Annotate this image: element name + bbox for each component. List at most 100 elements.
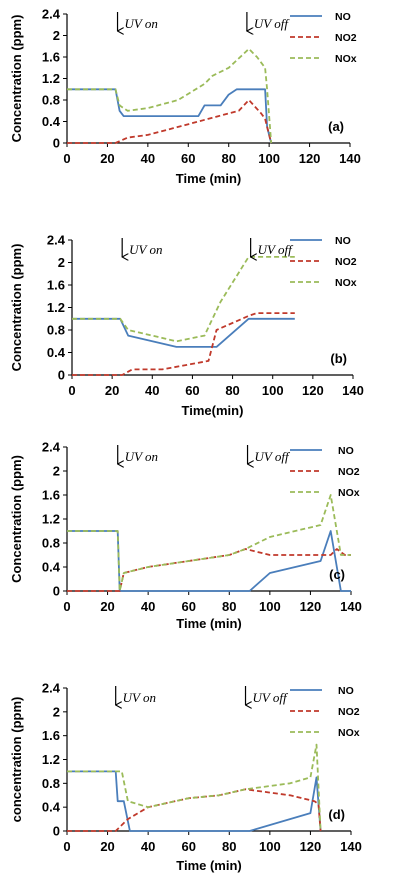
x-tick-label: 20 xyxy=(105,383,119,398)
annotation-label: UV off xyxy=(254,16,290,31)
annotation-label: UV on xyxy=(125,449,158,464)
y-tick-label: 0 xyxy=(53,584,60,599)
x-tick-label: 80 xyxy=(222,599,236,614)
x-tick-label: 20 xyxy=(100,839,114,854)
annotation-label: UV off xyxy=(258,242,294,257)
x-tick-label: 120 xyxy=(300,599,322,614)
y-tick-label: 0.8 xyxy=(42,536,60,551)
x-axis-label: Time (min) xyxy=(176,171,242,186)
panel-label: (d) xyxy=(328,807,345,822)
legend-label-no: NO xyxy=(338,445,354,457)
y-tick-label: 2 xyxy=(53,464,60,479)
panel-label: (a) xyxy=(328,119,344,134)
y-axis-label: Concentration (ppm) xyxy=(9,15,24,143)
x-tick-label: 0 xyxy=(68,383,75,398)
x-tick-label: 60 xyxy=(181,151,195,166)
x-tick-label: 80 xyxy=(222,839,236,854)
legend-label-no2: NO2 xyxy=(338,706,360,718)
legend-label-nox: NOx xyxy=(335,277,357,289)
y-tick-label: 0.8 xyxy=(42,93,60,108)
x-tick-label: 20 xyxy=(100,151,114,166)
y-tick-label: 0 xyxy=(53,824,60,839)
legend-label-no: NO xyxy=(335,235,351,247)
legend-label-no2: NO2 xyxy=(338,466,360,478)
y-tick-label: 1.2 xyxy=(42,752,60,767)
x-tick-label: 20 xyxy=(100,599,114,614)
y-tick-label: 2.4 xyxy=(42,440,61,455)
y-tick-label: 1.6 xyxy=(42,728,60,743)
chart-panel-1: 0 0.4 0.8 1.2 1.6 2 2.4 0 20 40 60 80 100 120 140 Time … xyxy=(9,7,361,187)
x-tick-label: 80 xyxy=(221,151,235,166)
chart-panel-4: 0 0.4 0.8 1.2 1.6 2 2.4 0 20 40 60 80 100 120 140 Time … xyxy=(9,681,362,874)
y-tick-label: 2.4 xyxy=(42,7,61,22)
x-tick-label: 140 xyxy=(340,599,362,614)
series-line-no2 xyxy=(67,548,351,592)
x-tick-label: 40 xyxy=(141,839,155,854)
x-tick-label: 60 xyxy=(181,839,195,854)
y-tick-label: 1.6 xyxy=(47,278,65,293)
x-tick-label: 100 xyxy=(262,383,284,398)
y-tick-label: 2 xyxy=(58,255,65,270)
y-tick-label: 2.4 xyxy=(42,681,61,696)
y-tick-label: 0.4 xyxy=(47,345,66,360)
legend-label-nox: NOx xyxy=(338,727,360,739)
x-tick-label: 100 xyxy=(259,839,281,854)
x-tick-label: 140 xyxy=(340,839,362,854)
y-tick-label: 1.2 xyxy=(42,512,60,527)
x-axis-label: Time (min) xyxy=(176,858,242,873)
x-tick-label: 0 xyxy=(63,839,70,854)
x-tick-label: 140 xyxy=(342,383,364,398)
series-line-no xyxy=(67,770,322,832)
y-tick-label: 1.6 xyxy=(42,488,60,503)
x-tick-label: 80 xyxy=(225,383,239,398)
legend-label-no2: NO2 xyxy=(335,256,357,268)
panel-label: (b) xyxy=(330,351,347,366)
legend-label-no2: NO2 xyxy=(335,32,357,44)
y-axis-label: Concentration (ppm) xyxy=(9,244,24,372)
x-tick-label: 40 xyxy=(145,383,159,398)
annotation-label: UV off xyxy=(255,449,291,464)
y-tick-label: 2.4 xyxy=(47,233,66,248)
chart-panel-3: 0 0.4 0.8 1.2 1.6 2 2.4 0 20 40 60 80 100 120 140 Time … xyxy=(9,440,362,632)
series-line-no2 xyxy=(72,312,295,376)
x-tick-label: 120 xyxy=(302,383,324,398)
series-line-no xyxy=(67,530,351,592)
series-line-no xyxy=(67,88,273,144)
x-tick-label: 140 xyxy=(339,151,361,166)
legend-label-nox: NOx xyxy=(338,487,360,499)
chart-panel-2: 0 0.4 0.8 1.2 1.6 2 2.4 0 20 40 60 80 100 120 140 Time(… xyxy=(9,233,364,419)
series-line-nox xyxy=(67,743,322,832)
x-tick-label: 60 xyxy=(185,383,199,398)
y-tick-label: 2 xyxy=(53,704,60,719)
annotation-label: UV on xyxy=(125,16,158,31)
x-tick-label: 120 xyxy=(299,151,321,166)
y-tick-label: 2 xyxy=(53,28,60,43)
y-tick-label: 1.2 xyxy=(42,71,60,86)
legend-label-no: NO xyxy=(335,11,351,23)
y-tick-label: 0.4 xyxy=(42,800,61,815)
y-axis-label: Concentration (ppm) xyxy=(9,455,24,583)
series-line-nox xyxy=(67,494,351,592)
y-tick-label: 0.8 xyxy=(47,323,65,338)
legend-label-no: NO xyxy=(338,685,354,697)
annotation-label: UV on xyxy=(123,690,156,705)
x-axis-label: Time (min) xyxy=(176,616,242,631)
x-tick-label: 40 xyxy=(141,151,155,166)
y-tick-label: 0 xyxy=(58,368,65,383)
x-tick-label: 0 xyxy=(63,151,70,166)
y-tick-label: 1.6 xyxy=(42,50,60,65)
panel-label: (c) xyxy=(329,567,345,582)
series-line-no xyxy=(72,317,295,348)
x-tick-label: 60 xyxy=(181,599,195,614)
y-tick-label: 0 xyxy=(53,136,60,151)
legend-label-nox: NOx xyxy=(335,53,357,65)
x-tick-label: 100 xyxy=(259,599,281,614)
y-tick-label: 0.4 xyxy=(42,560,61,575)
x-tick-label: 0 xyxy=(63,599,70,614)
annotation-label: UV on xyxy=(129,242,162,257)
annotation-label: UV off xyxy=(253,690,289,705)
x-tick-label: 120 xyxy=(300,839,322,854)
series-line-nox xyxy=(72,255,295,343)
series-line-nox xyxy=(67,48,273,144)
